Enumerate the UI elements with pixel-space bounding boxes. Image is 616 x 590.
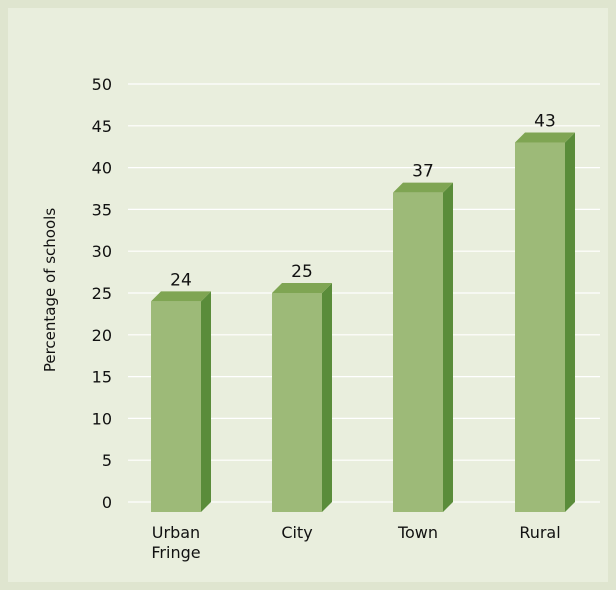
y-tick-40: 40 [92, 159, 112, 178]
y-tick-15: 15 [92, 368, 112, 387]
data-label-3: 37 [412, 162, 434, 182]
bar-1 [151, 291, 211, 512]
bar-top-2 [272, 283, 332, 293]
bar-front-1 [151, 301, 201, 512]
y-tick-25: 25 [92, 284, 112, 303]
x-category-1: Urban Fringe [151, 523, 200, 562]
x-axis-categories: Urban Fringe City Town Rural [151, 523, 560, 562]
y-tick-0: 0 [102, 493, 112, 512]
data-label-1: 24 [170, 270, 192, 290]
y-tick-10: 10 [92, 409, 112, 428]
bar-side-1 [201, 291, 211, 512]
bar-top-1 [151, 291, 211, 302]
bar-2 [272, 283, 332, 512]
bar-top-3 [393, 182, 453, 193]
bars [151, 132, 575, 512]
bar-front-4 [515, 142, 565, 512]
bar-side-2 [322, 283, 332, 512]
data-label-2: 25 [291, 262, 313, 282]
data-label-4: 43 [534, 112, 556, 132]
bar-front-3 [393, 192, 443, 512]
y-tick-45: 45 [92, 117, 112, 136]
y-axis-ticks: 0 5 10 15 20 25 30 35 40 45 50 [92, 75, 112, 512]
bar-top-4 [515, 132, 575, 143]
x-category-4: Rural [519, 523, 560, 542]
y-tick-5: 5 [102, 451, 112, 470]
y-axis-label: Percentage of schools [41, 208, 59, 372]
x-category-3: Town [397, 523, 438, 542]
data-labels: 24 25 37 43 [170, 112, 556, 291]
bar-4 [515, 132, 575, 512]
bar-side-3 [443, 182, 453, 512]
bar-side-4 [565, 132, 575, 512]
y-tick-20: 20 [92, 326, 112, 345]
y-tick-35: 35 [92, 200, 112, 219]
y-tick-30: 30 [92, 242, 112, 261]
y-tick-50: 50 [92, 75, 112, 94]
x-category-2: City [281, 523, 312, 542]
bar-front-2 [272, 293, 322, 512]
bar-3 [393, 182, 453, 512]
